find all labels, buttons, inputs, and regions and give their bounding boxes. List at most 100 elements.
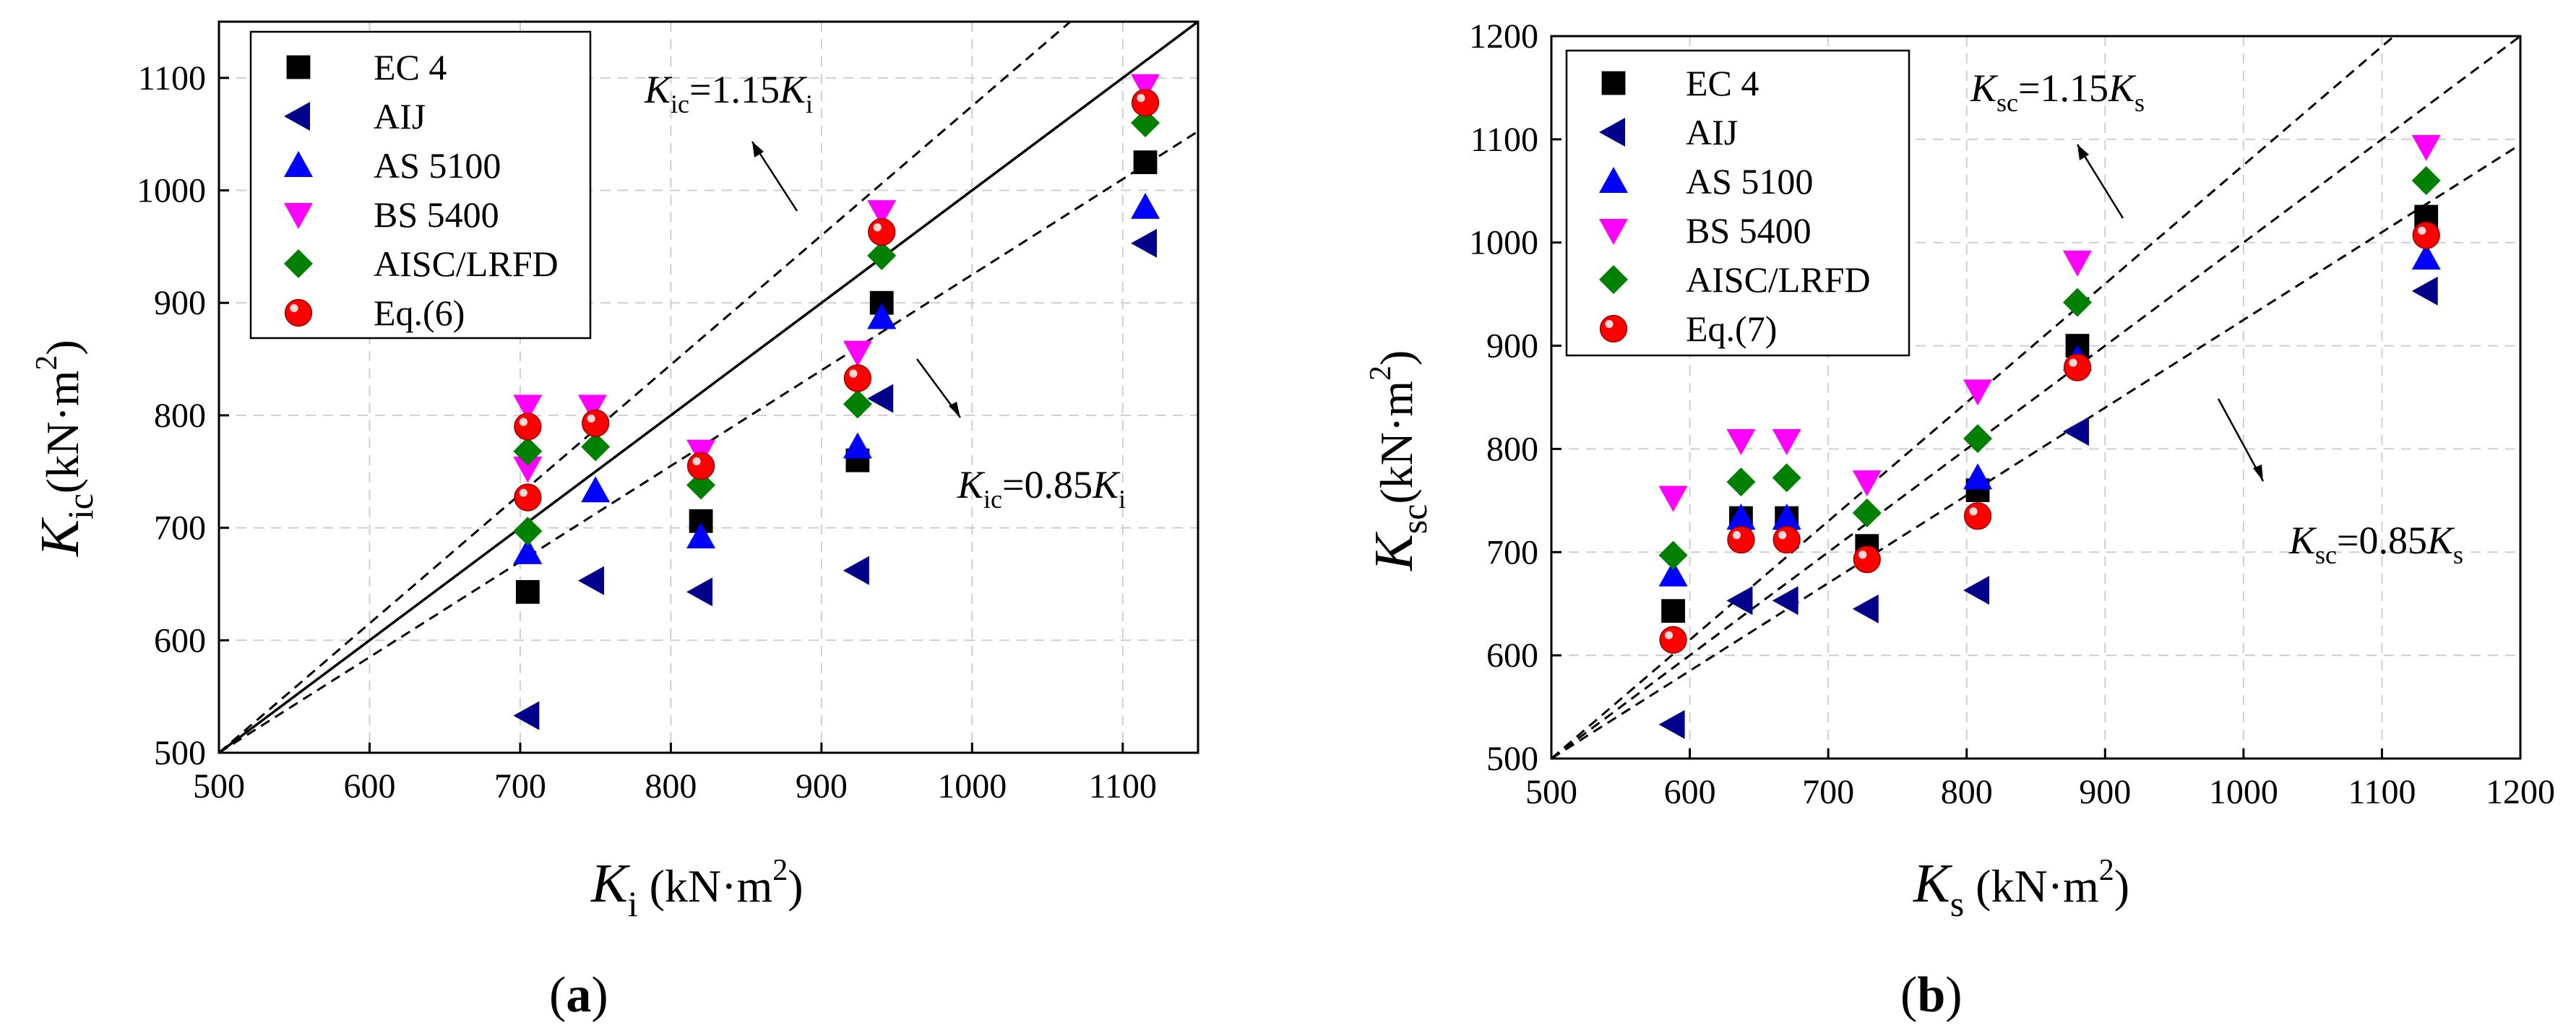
legend-label-aisc: AISC/LRFD [1686, 259, 1871, 300]
panel-label-b: (b) [1900, 967, 1963, 1023]
data-point-eq-7 [1727, 525, 1755, 554]
legend-label-aij: AIJ [374, 96, 426, 137]
legend-box [249, 30, 592, 340]
y-tick-label: 900 [154, 284, 206, 322]
data-point-bs-5400 [1772, 429, 1801, 455]
x-tick-label: 500 [193, 767, 245, 805]
data-point-eq-6-highlight [1137, 94, 1145, 103]
axis-label-sub: i [628, 884, 638, 924]
data-point-eq-6 [514, 483, 542, 511]
annotation-main: K [644, 68, 673, 111]
axis-label-sub: s [1950, 884, 1964, 924]
svg-text:Kic=1.15Ki: Kic=1.15Ki [644, 68, 813, 118]
annotation-sub2: s [2453, 540, 2463, 569]
data-point-eq-6 [514, 413, 542, 441]
data-point-eq-6-highlight [519, 488, 527, 497]
axis-label-main: K [1913, 853, 1952, 914]
annotation-rest: =0.85 [1002, 463, 1093, 506]
legend-marker-aij [1599, 118, 1625, 147]
data-point-aisc-lrfd [2411, 166, 2441, 195]
data-markers [513, 74, 1160, 730]
annotation-lower: Kic=0.85Ki [916, 358, 1126, 514]
reference-line-upper [1551, 35, 2395, 760]
axis-label-sup: 2 [30, 355, 64, 371]
data-point-bs-5400 [577, 394, 607, 421]
data-point-aisc-lrfd [1852, 498, 1882, 527]
data-point-aisc-lrfd [1726, 467, 1756, 497]
data-point-as-5100 [513, 537, 543, 564]
data-point-aij [577, 566, 604, 595]
x-tick-label: 600 [343, 767, 395, 805]
axis-label-main: K [590, 853, 630, 914]
data-point-aij [1658, 709, 1685, 739]
data-point-as-5100 [2411, 243, 2441, 270]
ticks: 500 600 700 800 900 1000 1100 1200 500 600 700 800 9… [1469, 17, 2555, 811]
data-point-eq-6-highlight [519, 418, 527, 426]
annotation-main2: K [2108, 66, 2137, 110]
axis-label-main: K [1364, 532, 1424, 571]
data-point-eq-7 [1963, 502, 1992, 530]
legend-label-as5100: AS 5100 [1686, 161, 1813, 202]
axis-label-sup: 2 [1364, 366, 1397, 381]
legend-marker-ec-4 [286, 55, 311, 79]
annotation-sub2: i [806, 90, 813, 118]
data-point-aij [513, 701, 540, 730]
data-point-eq-7 [1772, 525, 1801, 554]
reference-lines [217, 20, 1199, 754]
y-tick-label: 600 [154, 621, 206, 660]
x-tick-label: 1100 [2348, 773, 2416, 811]
axis-label-unit: (kN·m [37, 371, 88, 494]
plot-frame [1550, 35, 2522, 760]
annotation-main: K [957, 463, 986, 506]
legend-label-aij: AIJ [1686, 112, 1738, 152]
legend-marker-aij [284, 102, 310, 131]
arrowhead-icon [752, 142, 764, 157]
legend-label-ec4: EC 4 [1686, 63, 1759, 103]
x-tick-label: 700 [1802, 773, 1854, 811]
data-point-aisc-lrfd [2062, 288, 2092, 317]
data-point-bs-5400 [843, 340, 872, 367]
data-point-as-5100 [867, 303, 897, 329]
axis-label-close: ) [1371, 350, 1422, 366]
axis-label-close: ) [2114, 860, 2129, 912]
data-point-eq-7-highlight [1858, 550, 1867, 559]
panel-paren-close: ) [591, 967, 608, 1023]
panel-letter: b [1917, 967, 1945, 1023]
y-tick-label: 900 [1486, 327, 1538, 366]
legend-marker-eq-6-highlight [290, 304, 298, 313]
x-tick-label: 1200 [2486, 773, 2555, 811]
axis-label-sup: 2 [2099, 854, 2114, 887]
y-tick-label: 800 [154, 397, 206, 435]
data-point-as-5100 [1963, 463, 1993, 490]
reference-line-upper [218, 20, 1072, 754]
data-point-bs-5400 [513, 394, 543, 421]
x-tick-label: 700 [494, 767, 546, 805]
data-point-aij [1963, 576, 1990, 605]
data-point-bs-5400 [867, 200, 897, 227]
reference-line-lower [218, 130, 1199, 754]
data-point-aij [1772, 586, 1799, 615]
y-tick-label: 700 [154, 509, 206, 548]
annotation-upper: Ksc=1.15Ks [1970, 66, 2145, 219]
panel-paren-open: ( [549, 967, 566, 1023]
x-tick-label: 900 [2079, 773, 2131, 811]
arrowhead-icon [949, 402, 960, 418]
annotation-main2: K [779, 68, 808, 111]
axis-label-unit: (kN·m [638, 860, 773, 912]
legend-marker-eq-7-highlight [1605, 320, 1614, 329]
arrowhead-icon [2077, 144, 2089, 160]
svg-text:Ksc=1.15Ks: Ksc=1.15Ks [1970, 66, 2145, 117]
data-point-eq-7-highlight [1969, 507, 1978, 516]
annotation-sub2: s [2135, 88, 2145, 117]
annotation-lower: Ksc=0.85Ks [2217, 398, 2463, 569]
axis-label-sub: ic [60, 493, 100, 519]
annotation-main: K [1970, 66, 1999, 110]
legend-marker-bs-5400 [284, 203, 313, 229]
data-point-aisc-lrfd [1963, 424, 1993, 454]
y-tick-label: 500 [1486, 740, 1538, 778]
axis-label-sup: 2 [772, 854, 788, 887]
x-tick-label: 1100 [1089, 767, 1157, 805]
data-point-aij [2411, 276, 2438, 306]
panel-paren-close: ) [1945, 967, 1962, 1023]
